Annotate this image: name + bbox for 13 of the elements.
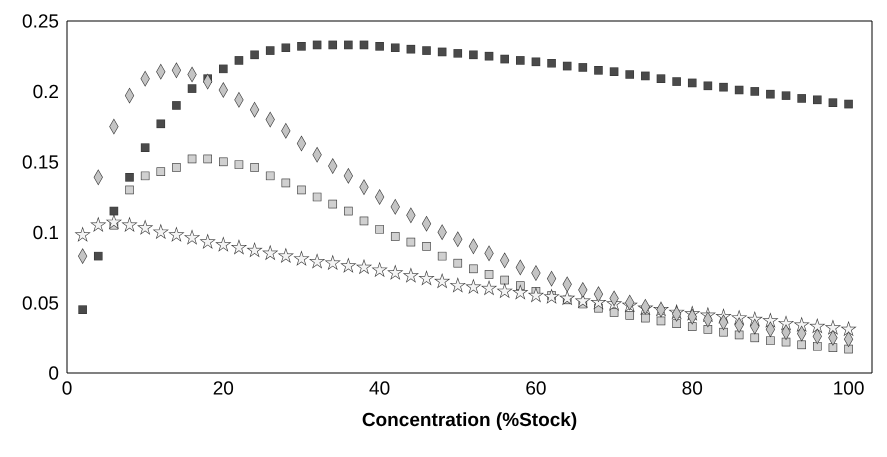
y-tick-label: 0.25 xyxy=(22,12,59,33)
x-tick-label: 80 xyxy=(682,378,703,400)
y-tick-label: 0.2 xyxy=(32,82,59,104)
y-tick-label: 0.1 xyxy=(32,222,59,244)
y-tick-label: 0 xyxy=(48,364,59,385)
y-tick-label: 0.05 xyxy=(22,293,59,314)
x-tick-label: 20 xyxy=(212,378,234,400)
y-tick-label: 0.15 xyxy=(22,152,59,174)
x-tick-label: 100 xyxy=(832,378,864,400)
x-axis-title: Concentration (%Stock) xyxy=(362,410,578,431)
x-tick-label: 40 xyxy=(369,378,390,400)
x-tick-label: 0 xyxy=(62,378,72,400)
x-tick-label: 60 xyxy=(525,378,546,400)
